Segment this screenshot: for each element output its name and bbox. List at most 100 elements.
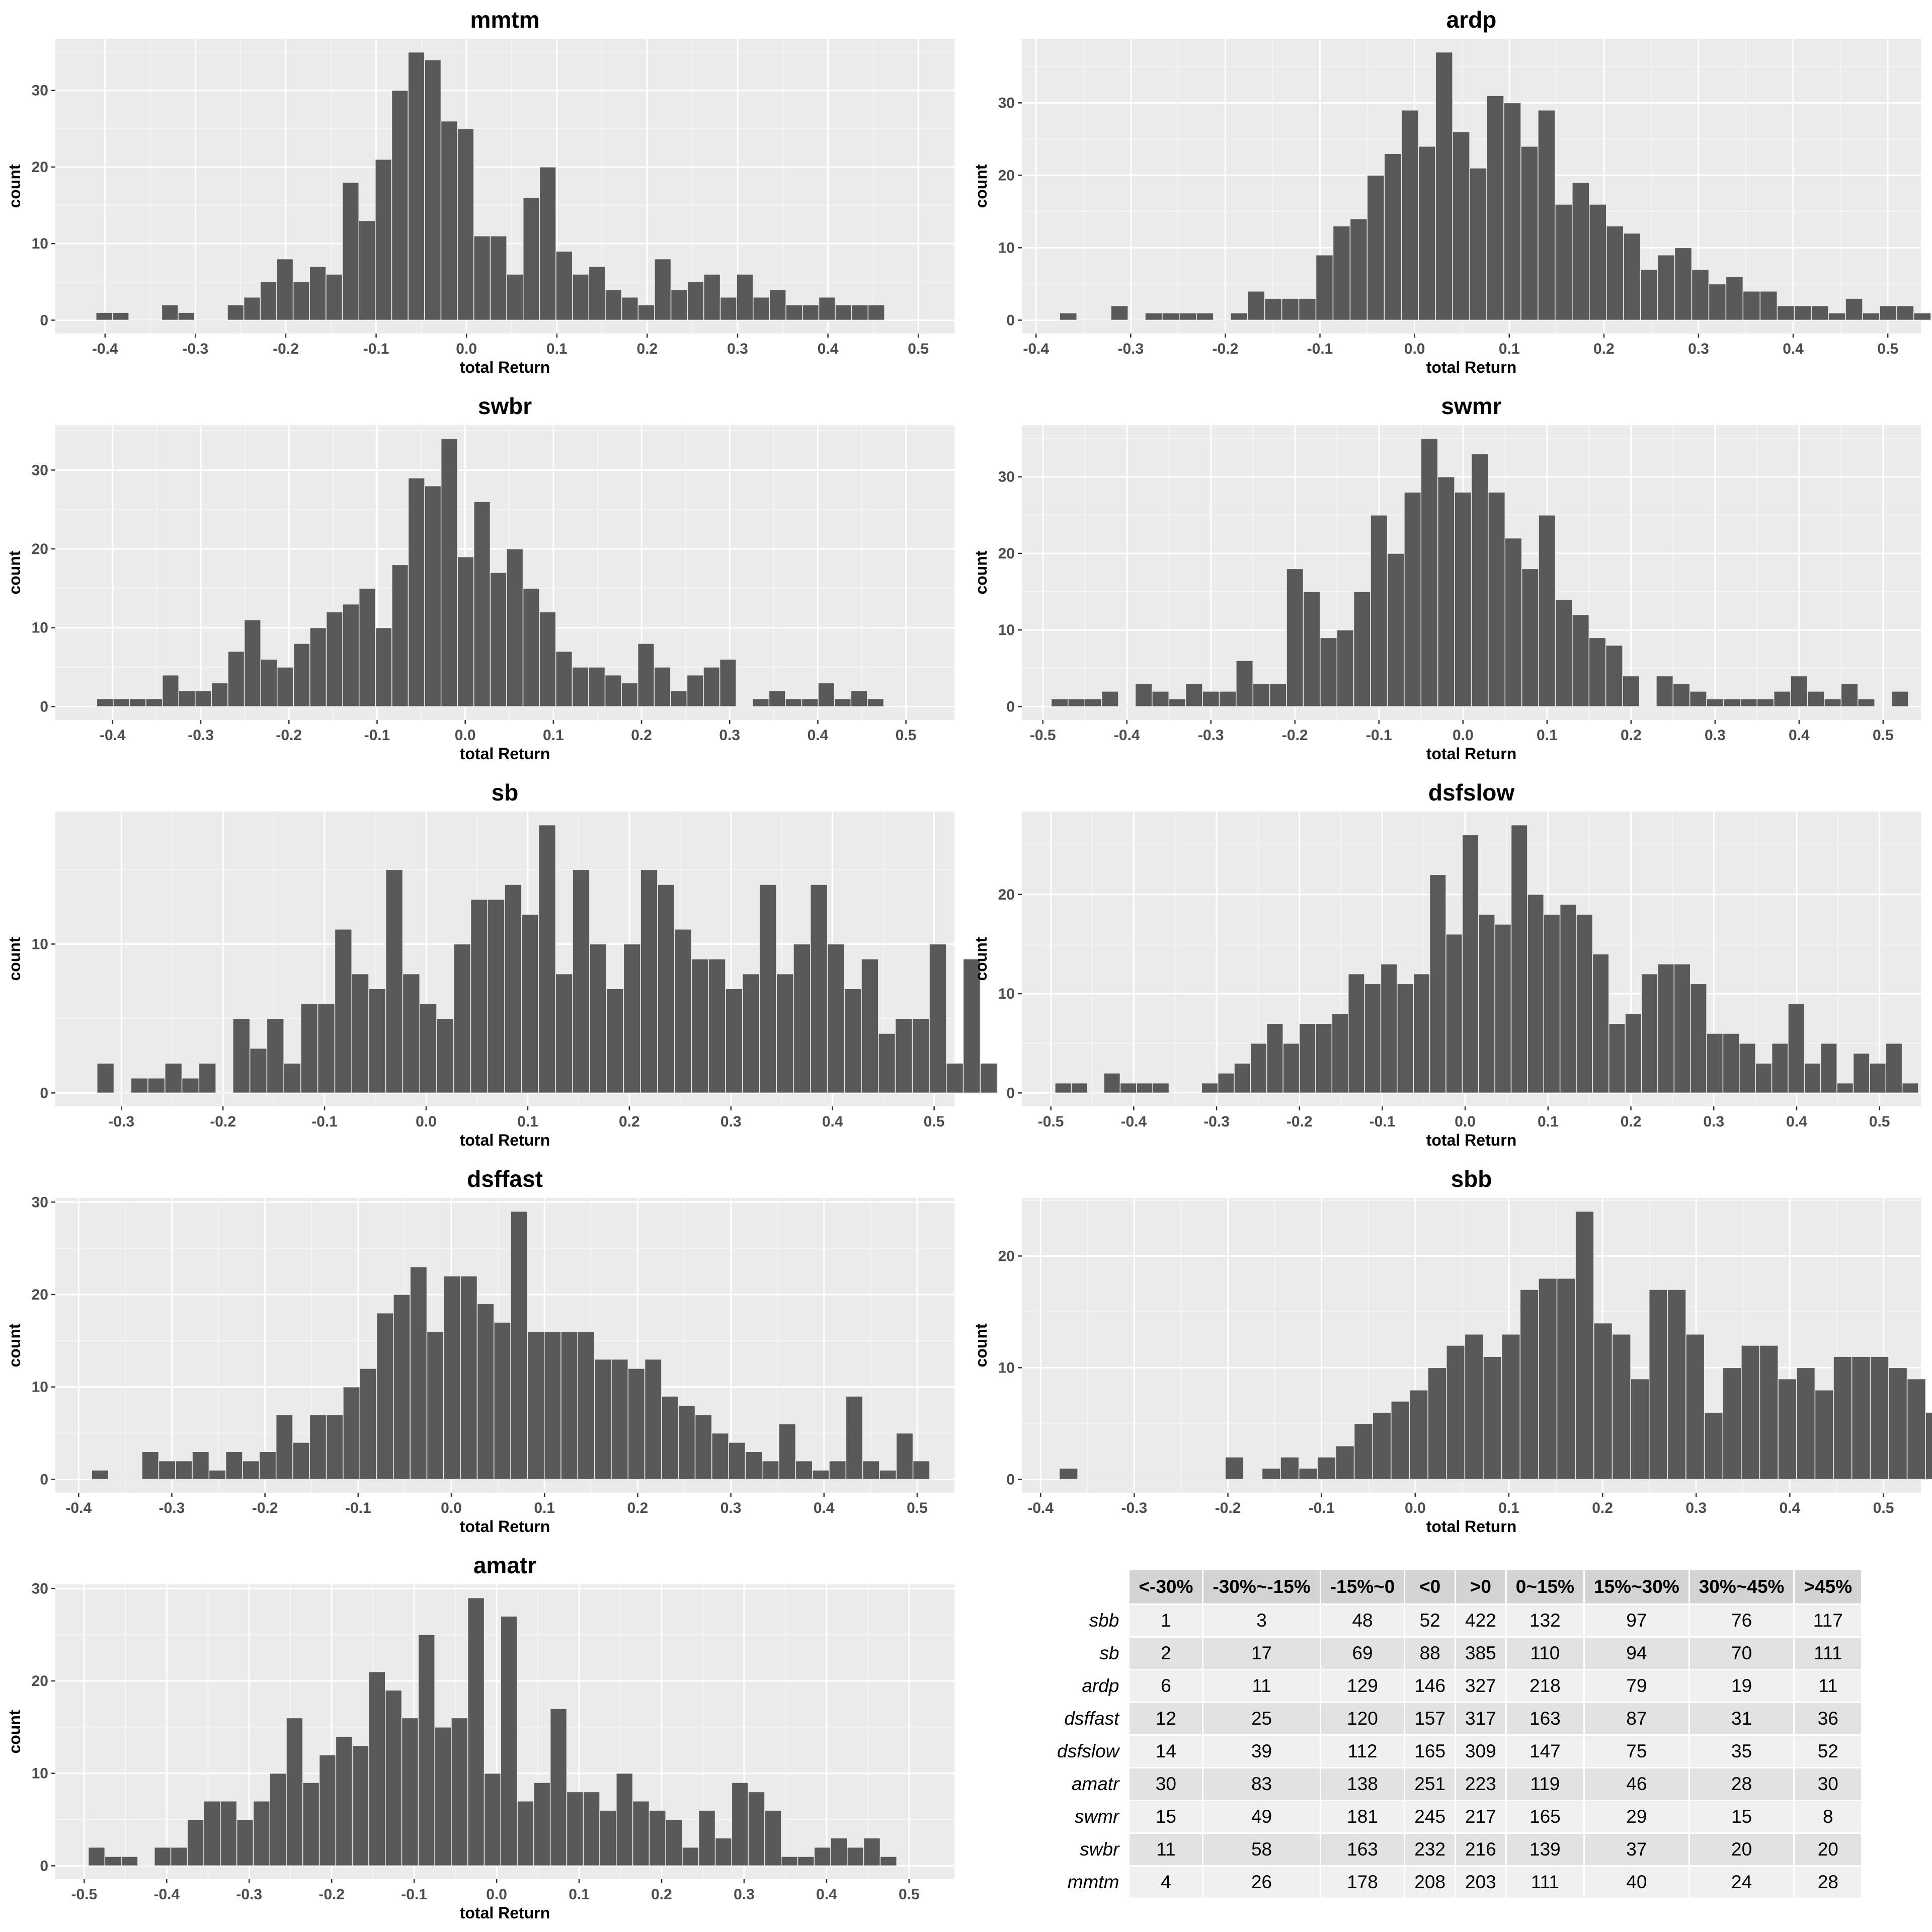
x-tick-label: -0.4 xyxy=(65,1500,92,1516)
table-cell: 35 xyxy=(1688,1734,1795,1768)
histogram-bar xyxy=(260,659,278,707)
table-column-header: <0 xyxy=(1404,1569,1457,1605)
histogram-bar xyxy=(719,296,737,321)
histogram-bar xyxy=(1778,1378,1797,1480)
histogram-bar xyxy=(1366,175,1385,321)
x-tick-label: -0.2 xyxy=(1215,1500,1241,1516)
histogram-bar xyxy=(108,1479,126,1480)
y-tick-label: 0 xyxy=(1006,1085,1015,1101)
histogram-bar xyxy=(1188,1479,1208,1480)
histogram-bar xyxy=(1236,660,1254,707)
table-cell: 76 xyxy=(1688,1603,1795,1638)
histogram-bar xyxy=(243,296,261,321)
y-tick-label: 0 xyxy=(1006,1471,1015,1488)
histogram-bar xyxy=(1851,1356,1871,1480)
x-tick-label: 0.2 xyxy=(1621,1113,1642,1130)
histogram-bar xyxy=(1387,553,1405,707)
histogram-bar xyxy=(1286,568,1304,707)
histogram-bar xyxy=(343,1386,360,1480)
histogram-bar xyxy=(1777,305,1795,321)
histogram-bar xyxy=(745,1451,763,1480)
histogram-bar xyxy=(621,682,638,707)
histogram-bar xyxy=(818,296,836,321)
histogram-bar xyxy=(1723,698,1741,707)
table-column-header: 0~15% xyxy=(1505,1569,1585,1605)
histogram-bar xyxy=(317,1003,336,1094)
x-tick-label: -0.4 xyxy=(100,727,126,744)
table-cell: 147 xyxy=(1505,1734,1585,1768)
histogram-panel-amatr: -0.5 -0.4 -0.3 -0.2 -0.1 0.0 0.1 0.2 0.3 0.4 0.5 0 1… xyxy=(6,1552,954,1922)
histogram-bar xyxy=(1623,232,1641,321)
histogram-bar xyxy=(232,1018,251,1094)
table-cell: 163 xyxy=(1505,1702,1585,1736)
histogram-bar xyxy=(1559,904,1577,1094)
histogram-bar xyxy=(912,1018,930,1094)
histogram-bar xyxy=(1464,1334,1484,1480)
table-cell: 385 xyxy=(1455,1636,1507,1670)
histogram-bar xyxy=(1397,983,1414,1094)
table-cell: 3 xyxy=(1202,1603,1321,1638)
histogram-bar xyxy=(621,296,639,321)
histogram-bar xyxy=(830,1837,848,1867)
table-cell: 15 xyxy=(1688,1800,1795,1834)
histogram-bar xyxy=(419,1003,437,1094)
x-tick-label: -0.5 xyxy=(71,1886,98,1903)
histogram-bar xyxy=(1264,298,1282,321)
table-column-header: -30%~-15% xyxy=(1202,1569,1321,1605)
histogram-bar xyxy=(879,1470,897,1480)
x-tick-label: -0.1 xyxy=(1307,341,1333,357)
histogram-bar xyxy=(764,1810,782,1867)
x-tick-label: 0.1 xyxy=(1498,1500,1519,1516)
histogram-bar xyxy=(769,289,786,321)
histogram-bar xyxy=(473,235,491,321)
histogram-bar xyxy=(1298,1468,1318,1480)
x-tick-label: 0.0 xyxy=(441,1500,462,1516)
x-tick-label: 0.2 xyxy=(1593,341,1615,357)
histogram-bar xyxy=(88,1846,106,1867)
x-tick-label: -0.2 xyxy=(1282,727,1308,744)
table-corner-cell xyxy=(1046,1569,1130,1605)
table-cell: 79 xyxy=(1583,1669,1690,1703)
x-tick-label: 0.1 xyxy=(1537,727,1558,744)
histogram-bar xyxy=(1084,698,1102,707)
table-cell: 70 xyxy=(1688,1636,1795,1670)
histogram-bar xyxy=(753,296,770,321)
histogram-bar xyxy=(1725,276,1744,321)
histogram-bar xyxy=(1252,683,1270,707)
histogram-bar xyxy=(861,958,879,1094)
histogram-bar xyxy=(211,682,228,707)
histogram-bar xyxy=(1243,1479,1263,1480)
histogram-bar xyxy=(1317,1457,1336,1480)
histogram-bar xyxy=(776,973,794,1094)
histogram-bar xyxy=(401,1717,419,1867)
histogram-bar xyxy=(1538,110,1556,321)
histogram-bar xyxy=(1885,1042,1903,1094)
histogram-bar xyxy=(728,1442,746,1480)
histogram-bar xyxy=(161,304,179,321)
table-row: swbr 11 58 163 232 216 139 37 20 20 xyxy=(1046,1832,1863,1867)
histogram-bar xyxy=(1639,706,1657,707)
y-tick-label: 10 xyxy=(32,1765,48,1782)
histogram-bar xyxy=(1401,110,1419,321)
histogram-bar xyxy=(368,1671,386,1867)
histogram-bar xyxy=(1874,706,1892,707)
histogram-bar xyxy=(1605,225,1624,321)
histogram-bar xyxy=(402,973,420,1094)
table-cell: 83 xyxy=(1202,1767,1321,1801)
y-axis-title: count xyxy=(972,550,990,594)
x-tick-label: -0.3 xyxy=(1117,341,1144,357)
histogram-bar xyxy=(326,1414,344,1480)
histogram-bar xyxy=(657,884,675,1094)
table-column-header: -15%~0 xyxy=(1319,1569,1406,1605)
table-cell: 88 xyxy=(1404,1636,1457,1670)
histogram-bar xyxy=(835,304,852,321)
x-tick-label: 0.4 xyxy=(1789,727,1810,744)
histogram-bar xyxy=(1349,218,1368,321)
table-cell: 94 xyxy=(1583,1636,1690,1670)
histogram-bar xyxy=(1673,963,1691,1094)
y-tick-label: 10 xyxy=(32,235,48,252)
histogram-bar xyxy=(125,1479,142,1480)
histogram-bar xyxy=(368,988,386,1094)
y-tick-label: 30 xyxy=(32,1194,48,1211)
